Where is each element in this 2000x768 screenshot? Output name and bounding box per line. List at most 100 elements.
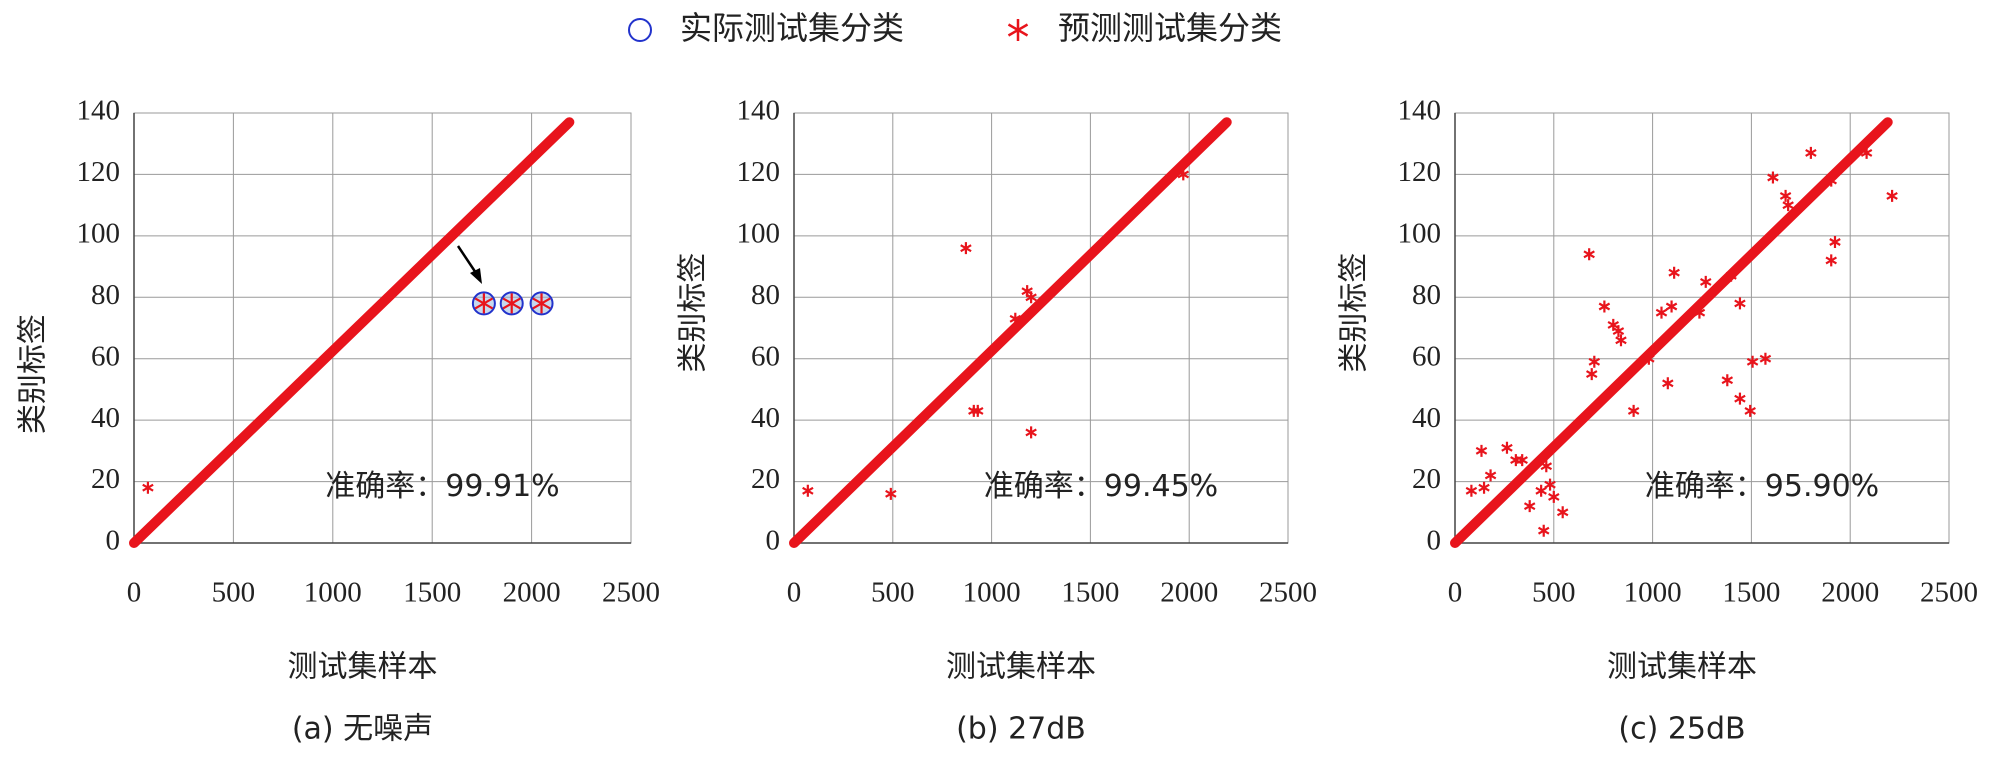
predicted-point [1548,490,1560,503]
y-tick-label: 20 [1412,463,1441,495]
predicted-point [1767,171,1779,184]
x-tick-label: 2500 [1920,577,1978,609]
y-tick-label: 60 [751,340,780,372]
y-tick-label: 80 [91,279,120,311]
predicted-point [1782,199,1794,212]
y-axis-label: 类别标签 [16,314,51,434]
predicted-point [1544,478,1556,491]
y-tick-label: 100 [1398,218,1442,250]
predicted-point [1643,352,1655,365]
y-tick-label: 140 [77,95,121,127]
subtitle: (c) 25dB [1618,712,1745,747]
predicted-point [1612,325,1625,338]
predicted-point [1588,355,1601,368]
predicted-point [1535,484,1547,497]
zoom-arrow-head [470,268,482,284]
y-tick-label: 40 [91,402,120,434]
predicted-point [1537,524,1550,537]
predicted-point [1540,460,1553,473]
y-axis-label: 类别标签 [676,253,711,373]
predicted-point [1744,404,1756,417]
predicted-point [1484,469,1497,482]
x-tick-label: 1500 [1722,577,1780,609]
predicted-point [1177,168,1190,181]
x-tick-label: 0 [787,577,802,609]
predicted-point [1615,334,1627,347]
annotation: 准确率：99.91% [325,469,559,504]
predicted-point [502,293,521,314]
x-tick-label: 2000 [1821,577,1879,609]
predicted-point [802,484,814,497]
predicted-point [1734,392,1746,405]
legend-label: 实际测试集分类 [680,9,904,47]
y-tick-label: 100 [77,218,121,250]
y-tick-label: 40 [751,402,780,434]
y-tick-label: 100 [737,218,781,250]
predicted-point [1825,174,1837,187]
predicted-point [1734,297,1746,310]
predicted-point [1668,266,1680,279]
predicted-point [1665,300,1678,313]
diagonal-band [129,117,575,548]
predicted-point [1556,506,1569,519]
x-tick-label: 1500 [403,577,461,609]
predicted-point [972,404,984,417]
y-tick-label: 140 [1398,95,1442,127]
x-tick-label: 1500 [1061,577,1119,609]
predicted-point [1501,441,1513,454]
diagonal-band [789,117,1232,548]
y-tick-label: 0 [1427,525,1442,557]
x-tick-label: 2500 [602,577,660,609]
predicted-point [885,487,897,500]
x-tick-label: 2000 [503,577,561,609]
predicted-point [1516,454,1528,467]
x-tick-label: 0 [1448,577,1463,609]
y-tick-label: 80 [751,279,780,311]
y-tick-label: 20 [91,463,120,495]
y-tick-label: 0 [106,525,121,557]
predicted-point [1805,146,1817,159]
annotation: 准确率：95.90% [1645,469,1879,504]
legend-marker [628,18,652,42]
predicted-point [1583,248,1595,261]
y-tick-label: 120 [737,156,781,188]
x-tick-label: 500 [1532,577,1576,609]
predicted-point [1523,500,1536,513]
x-axis-label: 测试集样本 [946,650,1096,685]
predicted-point [1779,189,1792,202]
x-tick-label: 0 [127,577,142,609]
predicted-point [142,481,154,494]
predicted-point [1598,300,1611,313]
predicted-point [1465,484,1478,497]
predicted-point [1655,306,1668,319]
y-tick-label: 80 [1412,279,1441,311]
predicted-point [1009,312,1022,325]
y-tick-label: 120 [1398,156,1442,188]
diagonal-band [1450,117,1893,548]
x-tick-label: 1000 [304,577,362,609]
predicted-point [1475,444,1488,457]
predicted-point [960,242,972,255]
predicted-point [1721,374,1734,387]
predicted-point [474,293,494,314]
x-tick-label: 500 [212,577,256,609]
predicted-point [1759,352,1772,365]
predicted-point [1478,481,1490,494]
predicted-point [1886,189,1898,202]
x-tick-label: 2500 [1259,577,1317,609]
x-tick-label: 1000 [963,577,1021,609]
y-tick-label: 20 [751,463,780,495]
predicted-point [1746,355,1759,368]
subtitle: (a) 无噪声 [292,712,433,747]
predicted-point [532,293,551,314]
x-axis-label: 测试集样本 [1607,650,1757,685]
predicted-point [1825,254,1837,267]
y-tick-label: 0 [766,525,781,557]
y-tick-label: 120 [77,156,121,188]
y-axis-label: 类别标签 [1337,253,1372,373]
y-tick-label: 60 [91,340,120,372]
y-tick-label: 60 [1412,340,1441,372]
y-tick-label: 40 [1412,402,1441,434]
predicted-point [1725,269,1737,282]
